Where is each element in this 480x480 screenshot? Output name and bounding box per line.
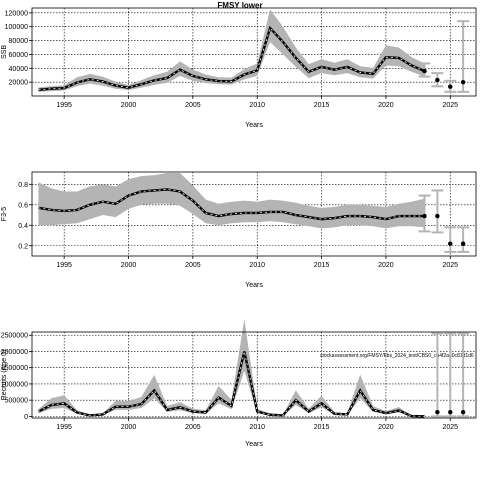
bottom-projection-point (448, 409, 453, 415)
middle-x-tick-label: 2025 (442, 262, 458, 269)
middle-y-tick-label: 0.8 (18, 182, 28, 189)
bottom-projection-point (435, 409, 440, 415)
bottom-x-tick-label: 2020 (378, 424, 394, 431)
middle-y-axis-title: F3-5 (1, 207, 8, 222)
top-x-tick-label: 2015 (314, 102, 330, 109)
top-series-line-dash (38, 27, 425, 91)
bottom-projection-point (460, 409, 466, 415)
top-confidence-band (38, 9, 425, 92)
middle-projection-point (460, 241, 466, 246)
middle-plot-frame (31, 171, 477, 257)
top-y-tick-label: 20000 (9, 80, 29, 87)
top-projection-point (460, 79, 466, 85)
bottom-y-tick-label: 500000 (5, 398, 28, 405)
middle-x-tick-label: 2015 (314, 262, 330, 269)
middle-confidence-band (38, 173, 425, 229)
top-series-line (38, 25, 425, 91)
middle-x-tick-label: 2020 (378, 262, 394, 269)
middle-projection-point (435, 213, 440, 219)
top-y-tick-label: 60000 (9, 52, 29, 59)
bottom-y-tick-label: 2000000 (1, 349, 28, 356)
middle-x-tick-label: 1995 (56, 262, 72, 269)
bottom-x-axis-title: Years (245, 441, 263, 448)
middle-x-tick-label: 2000 (121, 262, 137, 269)
bottom-x-tick-label: 1995 (56, 424, 72, 431)
bottom-series-line (37, 351, 425, 418)
bottom-y-tick-label: 0 (24, 414, 28, 421)
bottom-x-tick-label: 2025 (442, 424, 458, 431)
top-last-year-point (422, 68, 427, 74)
top-x-tick-label: 2025 (442, 102, 458, 109)
top-x-tick-label: 2000 (121, 102, 137, 109)
chart-title: FMSY lower (217, 1, 262, 10)
top-projection-point (435, 77, 440, 83)
middle-y-tick-label: 0.6 (18, 202, 28, 209)
bottom-y-axis-title: Recruits (Age 0) (1, 350, 8, 401)
top-x-axis-title: Years (245, 122, 263, 129)
top-y-tick-label: 120000 (5, 10, 28, 17)
bottom-x-tick-label: 2010 (249, 424, 265, 431)
top-y-axis-title: SSB (1, 45, 8, 59)
bottom-y-tick-label: 2500000 (1, 333, 28, 340)
top-projection-point (448, 84, 453, 89)
top-x-tick-label: 1995 (56, 102, 72, 109)
middle-x-tick-label: 2005 (185, 262, 201, 269)
bottom-x-tick-label: 2000 (121, 424, 137, 431)
bottom-y-tick-label: 1500000 (1, 365, 28, 372)
middle-series-line-dash (38, 189, 425, 220)
bottom-x-tick-label: 2005 (185, 424, 201, 431)
bottom-x-tick-label: 2015 (314, 424, 330, 431)
top-y-tick-label: 100000 (5, 24, 28, 31)
middle-y-tick-label: 0.4 (18, 223, 28, 230)
bottom-y-tick-label: 1000000 (1, 381, 28, 388)
top-x-tick-label: 2020 (378, 102, 394, 109)
middle-x-axis-title: Years (245, 282, 263, 289)
middle-projection-point (448, 241, 453, 246)
middle-y-tick-label: 0.2 (18, 243, 28, 250)
top-x-tick-label: 2005 (185, 102, 201, 109)
top-y-tick-label: 40000 (9, 66, 29, 73)
top-y-tick-label: 80000 (9, 38, 29, 45)
top-plot-frame (31, 7, 477, 97)
top-x-tick-label: 2010 (249, 102, 265, 109)
bottom-plot-frame (31, 331, 477, 419)
middle-x-tick-label: 2010 (249, 262, 265, 269)
source-annotation: stockassessment.org/FMSY/Fbs_2024_test/C… (320, 353, 474, 359)
middle-last-year-point (422, 213, 427, 219)
